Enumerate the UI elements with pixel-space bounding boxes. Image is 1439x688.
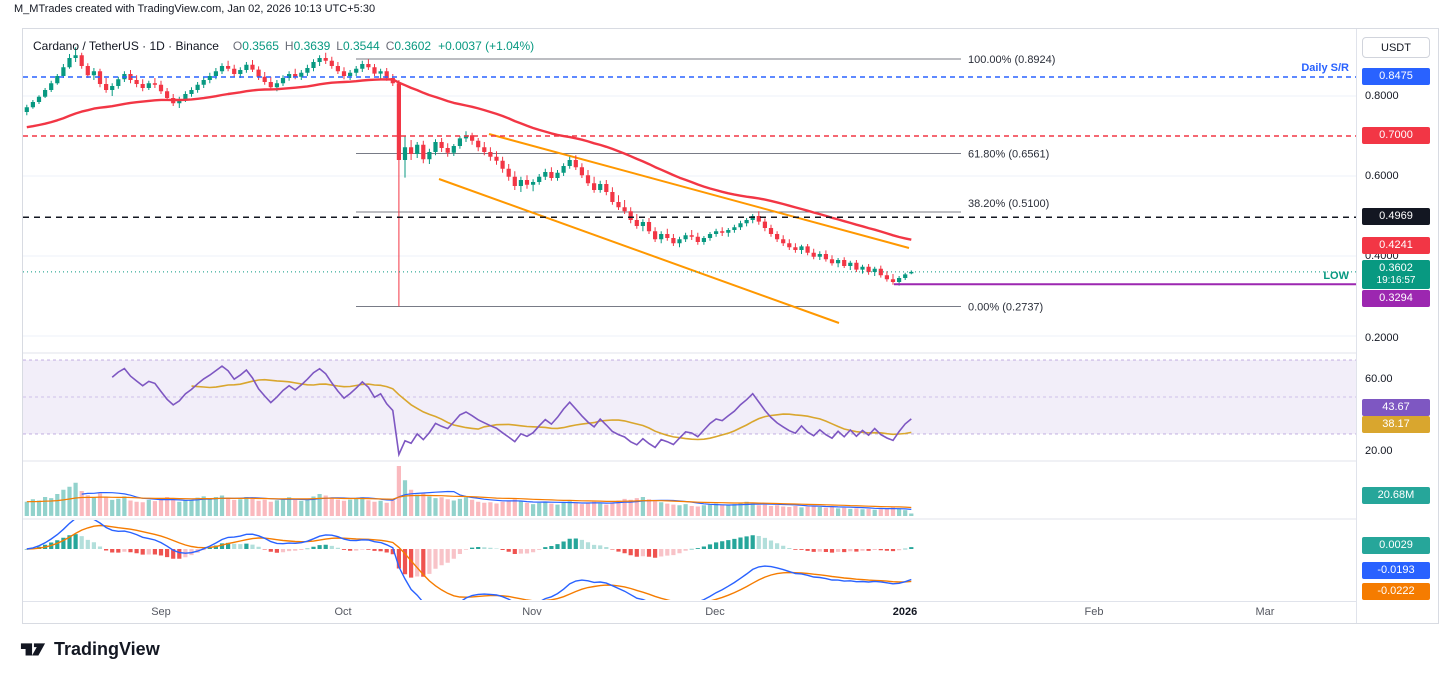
ohlc-close-value: 0.3602 (394, 39, 432, 53)
ohlc-high-value: 0.3639 (293, 39, 331, 53)
price-axis-label: 0.8000 (1365, 90, 1399, 102)
daily-sr-label: Daily S/R (1301, 62, 1349, 74)
low-price-badge: 0.3294 (1362, 290, 1430, 307)
macd-value-badge: -0.0193 (1362, 562, 1430, 579)
ohlc-low-label: L (336, 39, 343, 53)
chart-widget: 100.00% (0.8924) 61.80% (0.6561) 38.20% (0… (22, 28, 1439, 624)
sr-price-badge: 0.8475 (1362, 68, 1430, 85)
ohlc-high-label: H (284, 39, 294, 53)
channel-line (488, 133, 910, 249)
ohlc-close-label: C (385, 39, 395, 53)
macd-histogram-bars (24, 534, 914, 550)
resistance-price-badge: 0.7000 (1362, 127, 1430, 144)
fib-level-label: 61.80% (0.6561) (968, 149, 1049, 161)
fib-level-label: 100.00% (0.8924) (968, 54, 1055, 66)
mid-level-price-badge: 0.4969 (1362, 208, 1430, 225)
time-axis-label[interactable]: 2026 (892, 606, 918, 618)
macd-line (26, 520, 912, 600)
rsi-ma-value-badge: 38.17 (1362, 416, 1430, 433)
rsi-line (111, 365, 912, 458)
macd-signal-value-badge: -0.0222 (1362, 583, 1430, 600)
price-axis-label: 0.6000 (1365, 170, 1399, 182)
rsi-band (23, 360, 1356, 434)
rsi-pane (23, 359, 1356, 458)
rsi-ma-line (191, 378, 912, 441)
tradingview-brand[interactable]: TradingView (54, 638, 160, 659)
price-axis-label: 20.00 (1365, 445, 1393, 457)
price-pane (23, 47, 1356, 337)
up-candle-wicks (26, 47, 912, 286)
tradingview-footer: TradingView (20, 636, 160, 662)
macd-signal-line (26, 524, 912, 600)
change-value: +0.0037 (+1.04%) (438, 39, 535, 53)
chart-legend: Cardano / TetherUS · 1D · Binance O0.3565… (33, 39, 534, 53)
down-candle-bodies (79, 55, 896, 283)
up-candle-bodies (24, 55, 914, 283)
volume-up-bars (24, 480, 914, 516)
volume-pane (24, 466, 914, 516)
ohlc-open-label: O (232, 39, 243, 53)
low-label: LOW (1323, 270, 1349, 282)
volume-down-bars (79, 466, 896, 516)
channel-line (438, 178, 840, 324)
rsi-value-badge: 43.67 (1362, 399, 1430, 416)
time-axis-label[interactable]: Mar (1255, 606, 1275, 618)
macd-hist-value-badge: 0.0029 (1362, 537, 1430, 554)
symbol-title[interactable]: Cardano / TetherUS · 1D · Binance (33, 39, 219, 53)
fib-level-label: 0.00% (0.2737) (968, 302, 1043, 314)
last-price-countdown-badge: 0.3602 19:16:57 (1362, 260, 1430, 289)
time-axis-label[interactable]: Dec (705, 606, 725, 618)
ohlc-low-value: 0.3544 (342, 39, 380, 53)
red-ma-line (26, 78, 912, 241)
ma-price-badge: 0.4241 (1362, 237, 1430, 254)
price-axis-label: 60.00 (1365, 373, 1393, 385)
time-axis[interactable]: Sep Oct Nov Dec 2026 Feb Mar (23, 601, 1356, 623)
chart-canvas[interactable]: 100.00% (0.8924) 61.80% (0.6561) 38.20% (0… (23, 29, 1356, 601)
time-axis-label[interactable]: Oct (334, 606, 352, 618)
down-candle-wicks (81, 52, 894, 307)
time-axis-label[interactable]: Feb (1084, 606, 1104, 618)
tradingview-logo-icon[interactable] (20, 636, 46, 662)
time-axis-label[interactable]: Nov (522, 606, 542, 618)
time-axis-label[interactable]: Sep (151, 606, 171, 618)
price-axis-label: 0.2000 (1365, 332, 1399, 344)
price-axis[interactable]: USDT 0.8000 0.6000 0.4000 0.2000 60.00 20.00 0… (1356, 29, 1437, 623)
volume-ma-orange-line (26, 494, 912, 509)
fib-level-label: 38.20% (0.5100) (968, 198, 1049, 210)
currency-toggle-button[interactable]: USDT (1362, 37, 1430, 58)
macd-pane (24, 520, 914, 600)
volume-value-badge: 20.68M (1362, 487, 1430, 504)
watermark-text: M_MTrades created with TradingView.com, … (14, 3, 376, 15)
ohlc-open-value: 0.3565 (242, 39, 279, 53)
macd-histogram-bars (79, 536, 792, 549)
